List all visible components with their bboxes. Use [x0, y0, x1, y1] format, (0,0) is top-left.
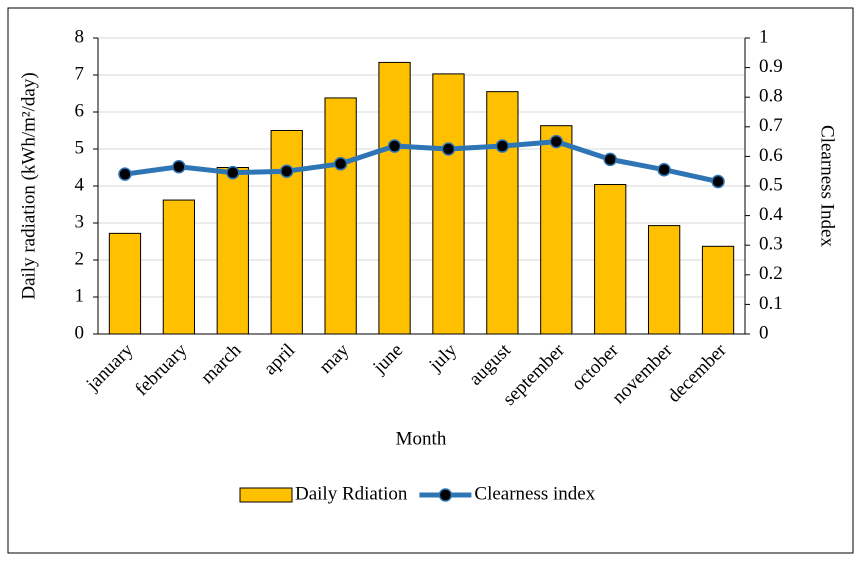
- bar: [216, 167, 249, 335]
- x-tick-label: may: [315, 339, 353, 377]
- line-marker: [495, 139, 510, 153]
- legend-swatch: [239, 487, 293, 503]
- line-marker: [441, 142, 456, 156]
- y-tick-label: 2: [75, 248, 85, 269]
- legend-label: Daily Rdiation: [295, 483, 408, 504]
- x-axis-title: Month: [396, 428, 447, 449]
- y-tick-label: 7: [75, 63, 85, 84]
- bar: [540, 125, 573, 335]
- line-marker: [118, 167, 132, 181]
- x-tick-label: march: [197, 339, 246, 388]
- y2-tick-label: 0.7: [759, 115, 783, 136]
- bar: [432, 73, 465, 335]
- y2-tick-label: 0.6: [759, 145, 783, 166]
- y2-tick-label: 0.2: [759, 263, 783, 284]
- line-marker: [711, 174, 725, 189]
- x-tick-label: november: [608, 339, 677, 408]
- bar: [594, 184, 627, 335]
- line-marker: [226, 165, 240, 180]
- line-marker: [549, 134, 564, 149]
- legend-label: Clearness index: [474, 483, 595, 504]
- line-marker: [333, 157, 348, 171]
- chart-border: [7, 7, 854, 554]
- y-tick-label: 3: [75, 211, 85, 232]
- bar: [162, 199, 196, 335]
- x-tick-label: july: [425, 339, 462, 376]
- y-tick-label: 0: [75, 322, 85, 343]
- line-marker: [279, 164, 294, 178]
- y2-tick-label: 0.5: [759, 174, 783, 195]
- y2-axis-title: Clearness Index: [817, 125, 838, 247]
- x-tick-label: june: [368, 340, 407, 379]
- bar: [486, 91, 519, 335]
- bar: [647, 225, 681, 335]
- bar: [324, 97, 357, 335]
- y2-tick-label: 0.1: [759, 293, 783, 314]
- line: [124, 139, 719, 185]
- x-tick-label: december: [664, 339, 732, 407]
- x-tick-label: february: [131, 339, 192, 400]
- line-marker: [172, 160, 186, 174]
- y2-tick-label: 0.4: [759, 204, 783, 225]
- line-marker: [387, 139, 402, 153]
- y-tick-label: 4: [75, 174, 85, 195]
- x-tick-label: august: [465, 339, 515, 389]
- y-axis-title: Daily radiation (kWh/m²/day): [18, 72, 39, 299]
- y2-tick-label: 0.9: [759, 56, 783, 77]
- bar: [270, 130, 303, 335]
- y2-tick-label: 0.3: [759, 234, 783, 255]
- line-marker: [657, 162, 671, 177]
- y2-tick-label: 0.8: [759, 86, 783, 107]
- y-tick-label: 8: [75, 26, 85, 47]
- legend-marker: [438, 488, 453, 502]
- bar: [108, 232, 142, 335]
- bar: [378, 61, 411, 335]
- line-marker: [603, 152, 617, 167]
- x-tick-label: april: [260, 340, 299, 379]
- y-tick-label: 6: [75, 100, 85, 121]
- x-tick-label: january: [82, 339, 138, 395]
- y2-tick-label: 0: [759, 322, 769, 343]
- y-tick-label: 5: [75, 137, 85, 158]
- bar: [701, 245, 735, 335]
- y2-tick-label: 1: [759, 26, 769, 47]
- y-tick-label: 1: [75, 285, 85, 306]
